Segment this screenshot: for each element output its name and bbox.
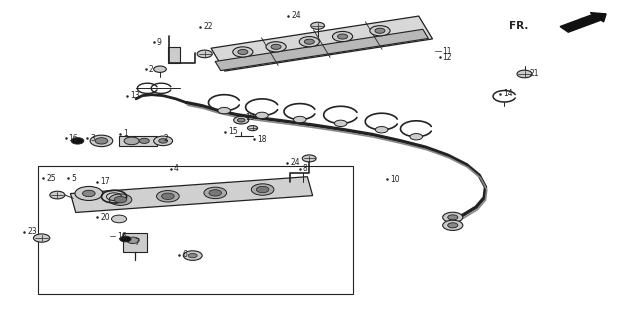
Circle shape — [71, 138, 84, 144]
Text: 15: 15 — [228, 127, 239, 136]
Circle shape — [162, 193, 174, 199]
Bar — [124, 233, 148, 252]
Text: 16: 16 — [69, 134, 78, 143]
Circle shape — [33, 234, 50, 242]
Text: 17: 17 — [100, 177, 110, 186]
Circle shape — [448, 223, 458, 228]
Circle shape — [293, 116, 306, 123]
Text: 22: 22 — [203, 22, 213, 31]
Bar — [119, 136, 157, 146]
Text: 25: 25 — [46, 174, 56, 183]
Text: 21: 21 — [529, 69, 539, 78]
Polygon shape — [215, 29, 428, 71]
Circle shape — [256, 112, 268, 119]
Circle shape — [218, 108, 230, 114]
Polygon shape — [71, 177, 312, 212]
Circle shape — [109, 194, 132, 205]
Circle shape — [233, 116, 249, 124]
Circle shape — [209, 190, 221, 196]
Circle shape — [50, 191, 65, 199]
Text: 13: 13 — [130, 91, 139, 100]
FancyArrow shape — [560, 12, 606, 32]
Circle shape — [338, 34, 348, 39]
Circle shape — [233, 47, 253, 57]
Circle shape — [443, 212, 463, 222]
Circle shape — [266, 42, 286, 52]
Bar — [38, 166, 353, 294]
Circle shape — [154, 136, 172, 146]
Text: 14: 14 — [503, 89, 513, 98]
Text: 23: 23 — [27, 227, 37, 236]
Circle shape — [370, 26, 390, 36]
Circle shape — [120, 236, 131, 242]
Text: FR.: FR. — [509, 21, 528, 31]
Circle shape — [375, 28, 385, 33]
Circle shape — [299, 36, 319, 47]
Circle shape — [302, 155, 316, 162]
Text: 20: 20 — [100, 213, 110, 222]
Circle shape — [83, 190, 95, 197]
Circle shape — [333, 31, 353, 42]
Text: 6: 6 — [182, 251, 187, 260]
Circle shape — [95, 138, 108, 144]
Circle shape — [271, 44, 281, 49]
Circle shape — [247, 125, 257, 131]
Text: 3: 3 — [90, 134, 95, 143]
Circle shape — [112, 215, 127, 223]
Circle shape — [448, 215, 458, 220]
Bar — [168, 47, 180, 63]
Text: 12: 12 — [443, 53, 452, 62]
Circle shape — [156, 190, 179, 202]
Circle shape — [154, 66, 167, 72]
Text: 8: 8 — [303, 164, 308, 173]
Text: 2: 2 — [163, 134, 168, 143]
Circle shape — [238, 49, 248, 54]
Circle shape — [114, 196, 127, 203]
Circle shape — [251, 184, 274, 195]
Circle shape — [517, 70, 532, 78]
Circle shape — [188, 253, 197, 258]
Circle shape — [237, 118, 245, 122]
Circle shape — [410, 133, 423, 140]
Circle shape — [75, 187, 103, 200]
Circle shape — [375, 126, 388, 133]
Circle shape — [90, 135, 113, 147]
Text: 1: 1 — [124, 129, 128, 138]
Text: 7: 7 — [134, 238, 139, 247]
Circle shape — [310, 22, 324, 29]
Text: 9: 9 — [157, 38, 162, 47]
Circle shape — [183, 251, 202, 260]
Circle shape — [204, 187, 227, 199]
Text: 16: 16 — [117, 232, 127, 241]
Circle shape — [256, 186, 269, 193]
Circle shape — [124, 137, 139, 145]
Circle shape — [197, 50, 212, 58]
Text: 19: 19 — [245, 114, 255, 123]
Text: 18: 18 — [257, 135, 267, 144]
Circle shape — [159, 139, 168, 143]
Circle shape — [139, 138, 150, 143]
Text: 24: 24 — [292, 12, 301, 20]
Circle shape — [443, 220, 463, 230]
Text: 10: 10 — [390, 175, 399, 184]
Text: 24: 24 — [290, 158, 300, 167]
Text: 2: 2 — [149, 65, 153, 74]
Circle shape — [304, 39, 314, 44]
Text: 5: 5 — [71, 174, 76, 183]
Text: 11: 11 — [443, 46, 452, 56]
Circle shape — [334, 120, 347, 126]
Text: 4: 4 — [174, 164, 179, 173]
Circle shape — [127, 237, 139, 244]
Polygon shape — [211, 16, 432, 71]
